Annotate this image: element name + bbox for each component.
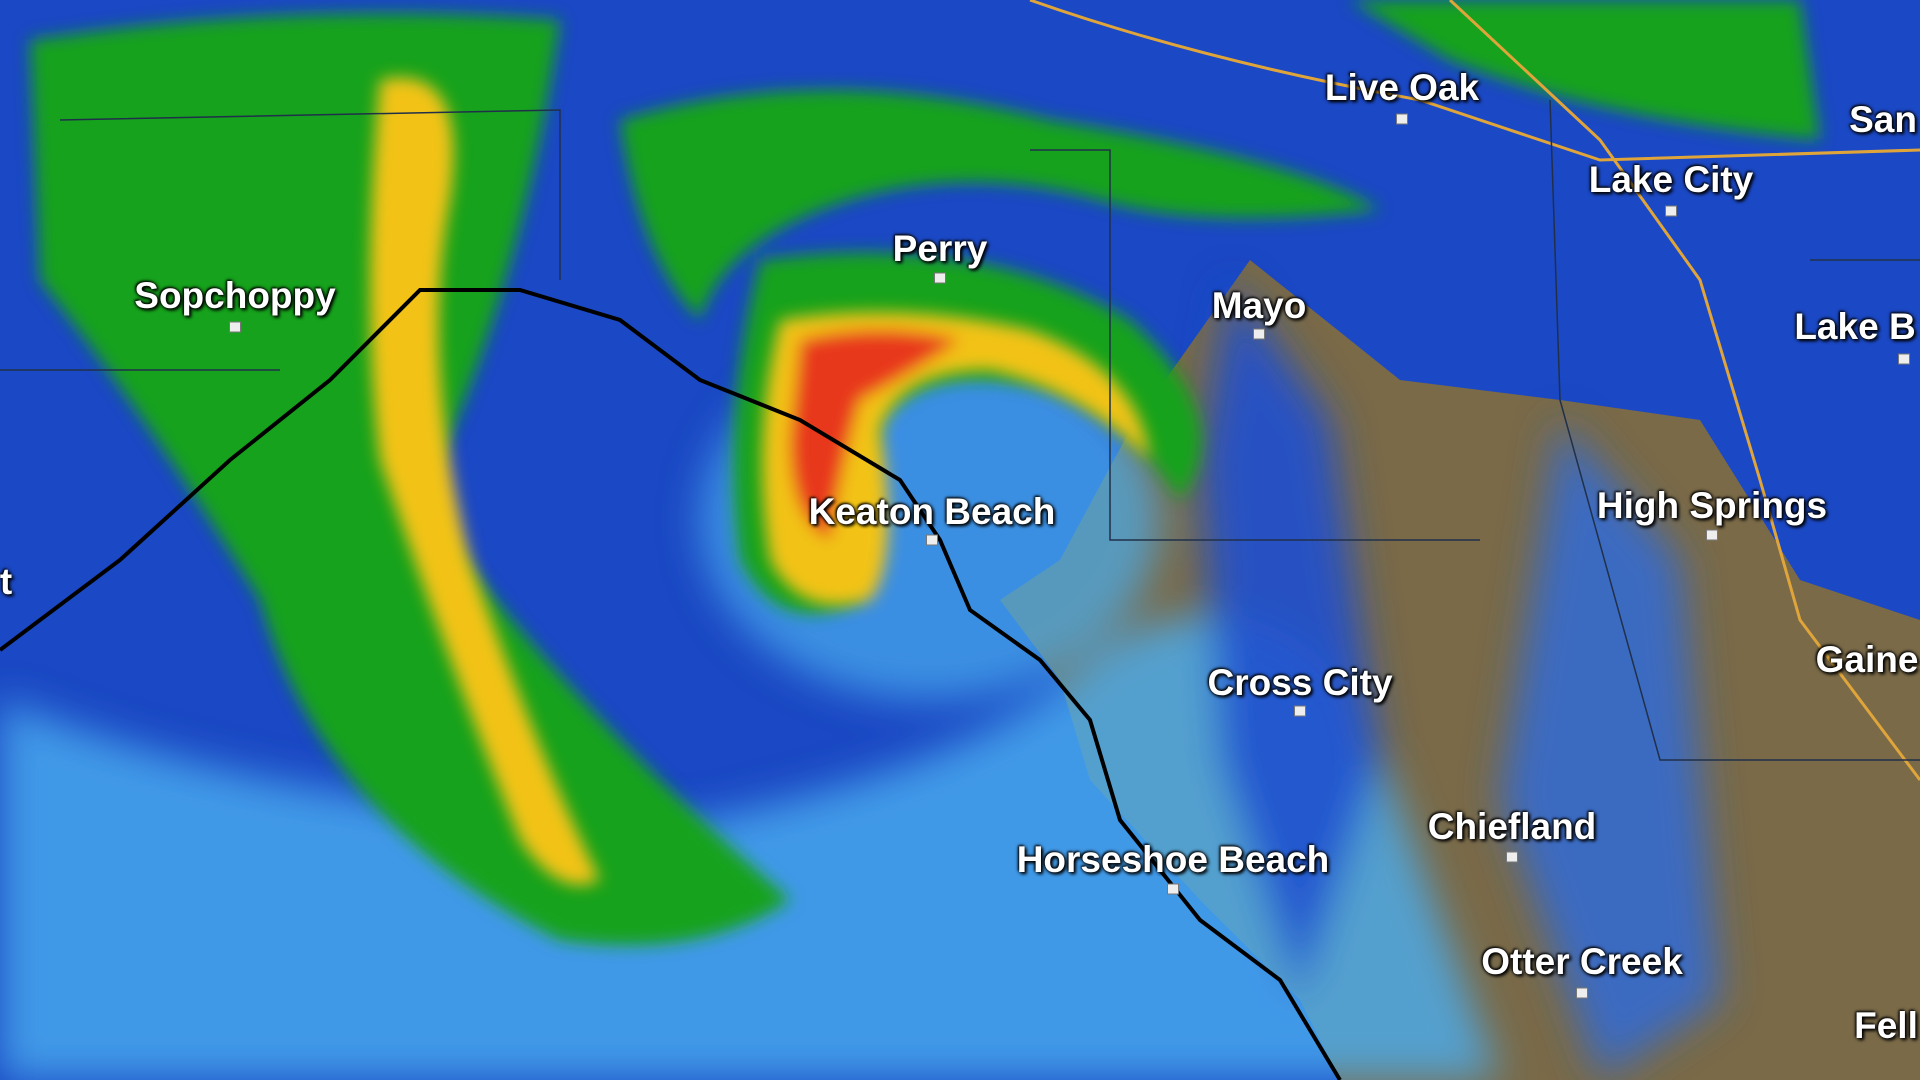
city-marker-icon bbox=[1167, 883, 1179, 895]
city-marker-icon bbox=[1506, 851, 1518, 863]
city-marker-icon bbox=[1706, 529, 1718, 541]
city-marker-icon bbox=[1898, 353, 1910, 365]
city-label: Lake B bbox=[1794, 306, 1916, 347]
city-label: San bbox=[1849, 99, 1917, 140]
roads bbox=[1029, 0, 1920, 781]
city-label: t bbox=[0, 561, 13, 602]
city-marker-icon bbox=[1294, 705, 1306, 717]
city-label: Keaton Beach bbox=[808, 491, 1056, 532]
city-label: Gaine bbox=[1815, 639, 1919, 680]
heavy-rain bbox=[370, 77, 1150, 885]
city-label: Mayo bbox=[1211, 285, 1307, 326]
city-marker-icon bbox=[1665, 205, 1677, 217]
coastline bbox=[0, 288, 1342, 1080]
city-marker-icon bbox=[229, 321, 241, 333]
city-label: Chiefland bbox=[1427, 806, 1597, 847]
city-label: High Springs bbox=[1596, 485, 1828, 526]
city-marker-icon bbox=[926, 534, 938, 546]
city-label: Otter Creek bbox=[1481, 941, 1683, 982]
city-marker-icon bbox=[1576, 987, 1588, 999]
city-marker-icon bbox=[1253, 328, 1265, 340]
city-label: Fell bbox=[1854, 1005, 1918, 1046]
county-borders bbox=[0, 99, 1920, 761]
city-marker-icon bbox=[934, 272, 946, 284]
city-label: Cross City bbox=[1207, 662, 1393, 703]
city-label: Sopchoppy bbox=[134, 275, 336, 316]
city-label: Live Oak bbox=[1324, 67, 1480, 108]
city-marker-icon bbox=[1396, 113, 1408, 125]
city-label: Horseshoe Beach bbox=[1016, 839, 1330, 880]
city-label: Perry bbox=[892, 228, 988, 269]
city-label: Lake City bbox=[1588, 159, 1754, 200]
